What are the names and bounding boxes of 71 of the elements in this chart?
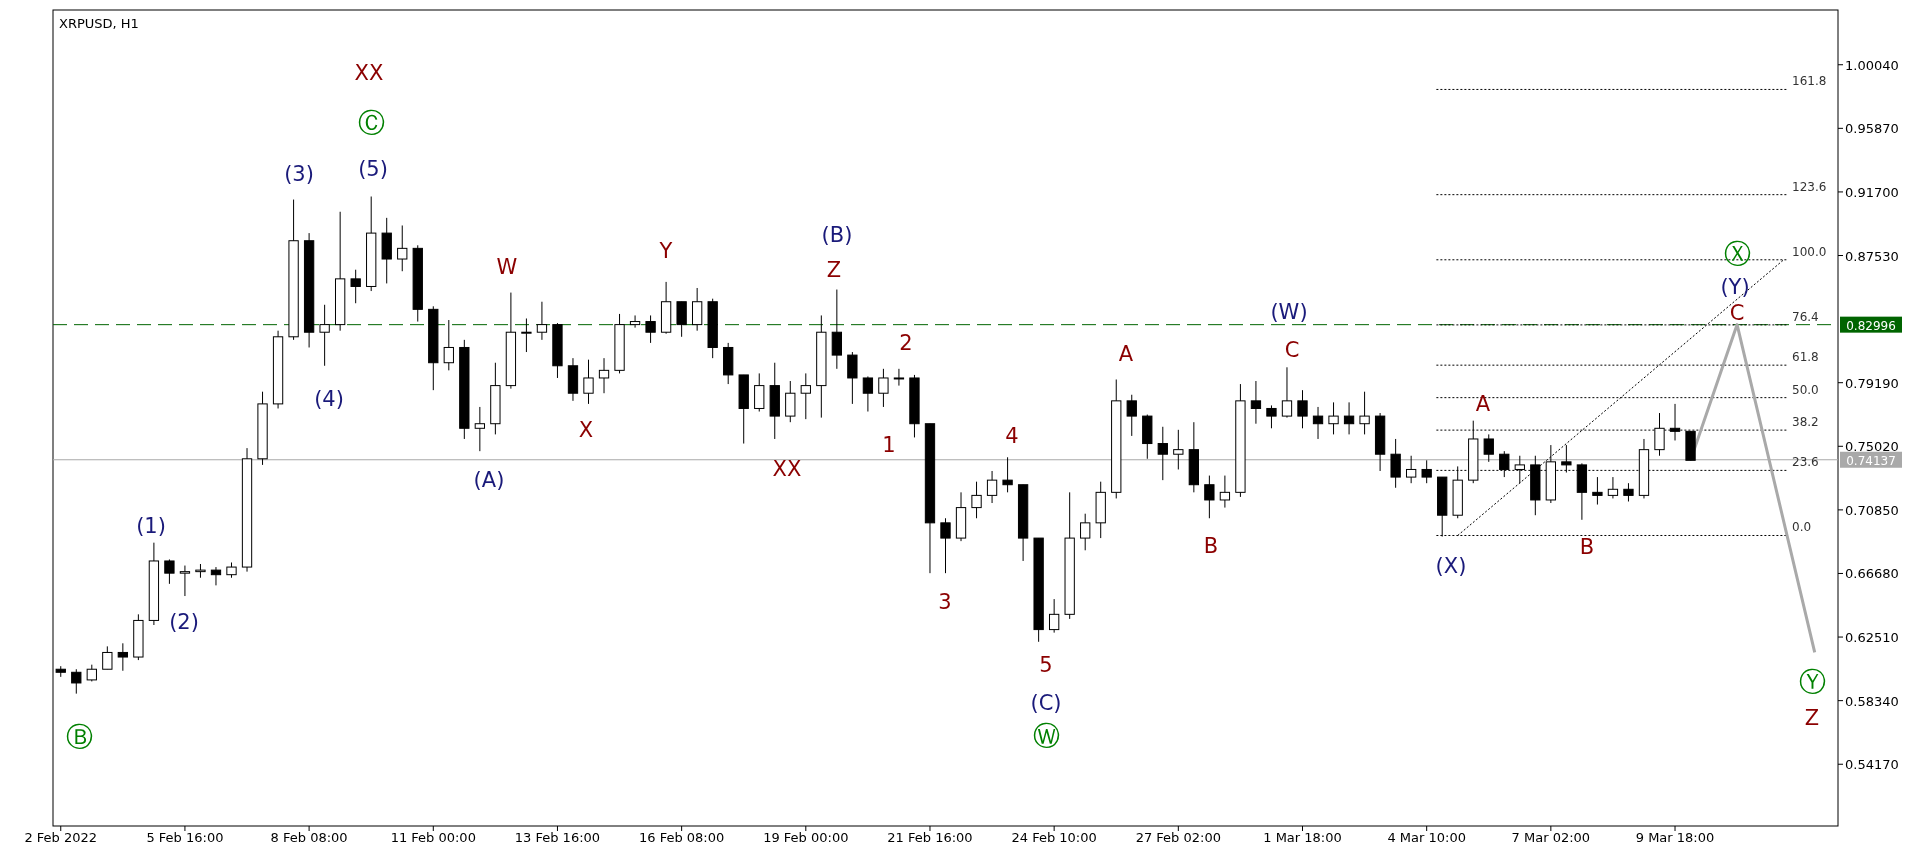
annotation: Z bbox=[826, 258, 842, 282]
annotation: (X) bbox=[1435, 554, 1467, 578]
x-tick-label: 7 Mar 02:00 bbox=[1511, 830, 1591, 845]
annotation: 5 bbox=[1039, 653, 1053, 677]
annotation: 61.8 bbox=[1792, 350, 1819, 365]
annotation: (4) bbox=[314, 387, 344, 411]
y-tick-label: 0.58340 bbox=[1845, 693, 1899, 709]
annotation: B bbox=[1579, 535, 1595, 559]
x-tick-label: 13 Feb 16:00 bbox=[514, 830, 601, 845]
y-tick-label: 0.70850 bbox=[1845, 502, 1899, 518]
annotation: A bbox=[1475, 392, 1491, 416]
annotation: 123.6 bbox=[1792, 179, 1827, 194]
annotation: (B) bbox=[821, 223, 853, 247]
annotation: (A) bbox=[473, 468, 505, 492]
annotation: C bbox=[1284, 338, 1300, 362]
y-tick-label: 0.66680 bbox=[1845, 566, 1899, 582]
annotation: XX bbox=[354, 61, 384, 85]
y-tick-label: 0.79190 bbox=[1845, 375, 1899, 391]
annotation: Y bbox=[658, 239, 673, 263]
x-tick-label: 19 Feb 00:00 bbox=[763, 830, 849, 845]
x-tick-label: 1 Mar 18:00 bbox=[1263, 830, 1342, 845]
annotation: Ⓧ bbox=[1723, 237, 1751, 269]
annotation: Ⓑ bbox=[65, 720, 93, 752]
annotation: B bbox=[1203, 534, 1219, 558]
y-tick-label: 0.75020 bbox=[1845, 439, 1899, 455]
annotation: (1) bbox=[136, 514, 166, 538]
annotation: Ⓨ bbox=[1798, 665, 1826, 697]
annotation: X bbox=[578, 418, 594, 442]
x-tick-label: 8 Feb 08:00 bbox=[270, 830, 348, 845]
x-tick-label: 21 Feb 16:00 bbox=[887, 830, 973, 845]
annotation: (W) bbox=[1270, 300, 1308, 324]
annotation: XX bbox=[772, 457, 802, 481]
annotation: 4 bbox=[1005, 424, 1019, 448]
ref-line-label: 0.74137 bbox=[1846, 453, 1896, 468]
annotation: 3 bbox=[938, 590, 952, 614]
annotation: (5) bbox=[358, 157, 388, 181]
y-tick-label: 0.87530 bbox=[1845, 248, 1899, 264]
x-tick-label: 2 Feb 2022 bbox=[24, 830, 98, 845]
annotation: (Y) bbox=[1720, 275, 1750, 299]
x-tick-label: 16 Feb 08:00 bbox=[638, 830, 725, 845]
annotation: W bbox=[496, 255, 518, 279]
annotation: (3) bbox=[284, 162, 314, 186]
annotation: Ⓒ bbox=[357, 106, 385, 138]
annotation: 161.8 bbox=[1792, 74, 1827, 89]
annotation: 0.0 bbox=[1792, 520, 1812, 535]
annotation: 100.0 bbox=[1792, 244, 1827, 259]
annotation: A bbox=[1118, 342, 1134, 366]
y-tick-label: 0.91700 bbox=[1845, 184, 1899, 200]
annotation: 23.6 bbox=[1792, 455, 1819, 470]
annotation: 1 bbox=[882, 433, 896, 457]
annotation: 76.4 bbox=[1792, 309, 1819, 324]
annotation: (C) bbox=[1030, 691, 1062, 715]
x-tick-label: 5 Feb 16:00 bbox=[146, 830, 224, 845]
annotation: 38.2 bbox=[1792, 415, 1819, 430]
ref-line-label: 0.82996 bbox=[1846, 318, 1896, 333]
annotation: Z bbox=[1804, 706, 1820, 730]
annotation: 50.0 bbox=[1792, 382, 1819, 397]
annotation: C bbox=[1729, 301, 1745, 325]
x-tick-label: 9 Mar 18:00 bbox=[1635, 830, 1715, 845]
x-tick-label: 11 Feb 00:00 bbox=[390, 830, 476, 845]
x-tick-label: 4 Mar 10:00 bbox=[1387, 830, 1466, 845]
annotation: Ⓦ bbox=[1032, 719, 1060, 751]
x-tick-label: 24 Feb 10:00 bbox=[1011, 830, 1097, 845]
y-tick-label: 0.95870 bbox=[1845, 121, 1899, 137]
y-tick-label: 0.54170 bbox=[1845, 757, 1899, 773]
y-tick-label: 0.62510 bbox=[1845, 630, 1899, 646]
x-tick-label: 27 Feb 02:00 bbox=[1135, 830, 1221, 845]
annotation: 2 bbox=[899, 331, 913, 355]
annotation: (2) bbox=[169, 610, 199, 634]
y-tick-label: 1.00040 bbox=[1845, 57, 1899, 73]
text: XRPUSD, H1 bbox=[59, 16, 139, 31]
